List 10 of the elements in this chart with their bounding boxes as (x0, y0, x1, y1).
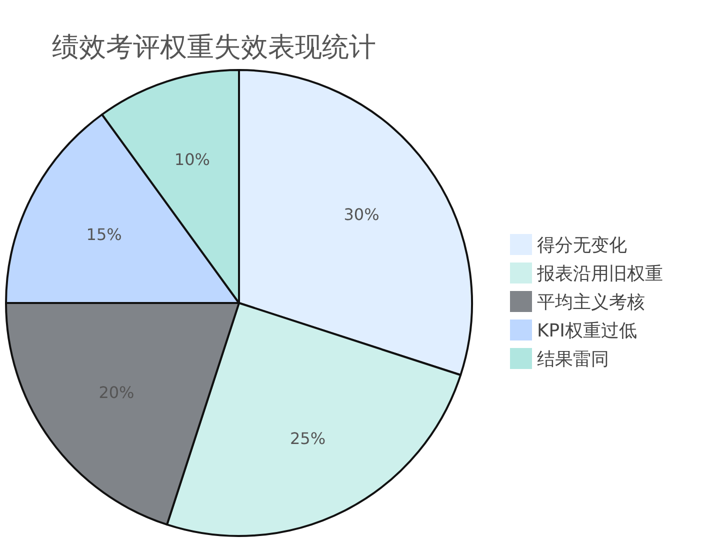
legend-label: 结果雷同 (537, 349, 609, 370)
legend-label: 平均主义考核 (537, 292, 645, 313)
data-label: 30% (344, 204, 380, 224)
chart-title: 绩效考评权重失效表现统计 (52, 32, 376, 63)
legend-label: 得分无变化 (537, 235, 627, 256)
data-label: 25% (290, 428, 326, 448)
legend-label: KPI权重过低 (537, 320, 637, 342)
legend-label: 报表沿用旧权重 (536, 264, 663, 284)
data-label: 10% (174, 150, 210, 169)
data-label: 15% (86, 225, 122, 244)
